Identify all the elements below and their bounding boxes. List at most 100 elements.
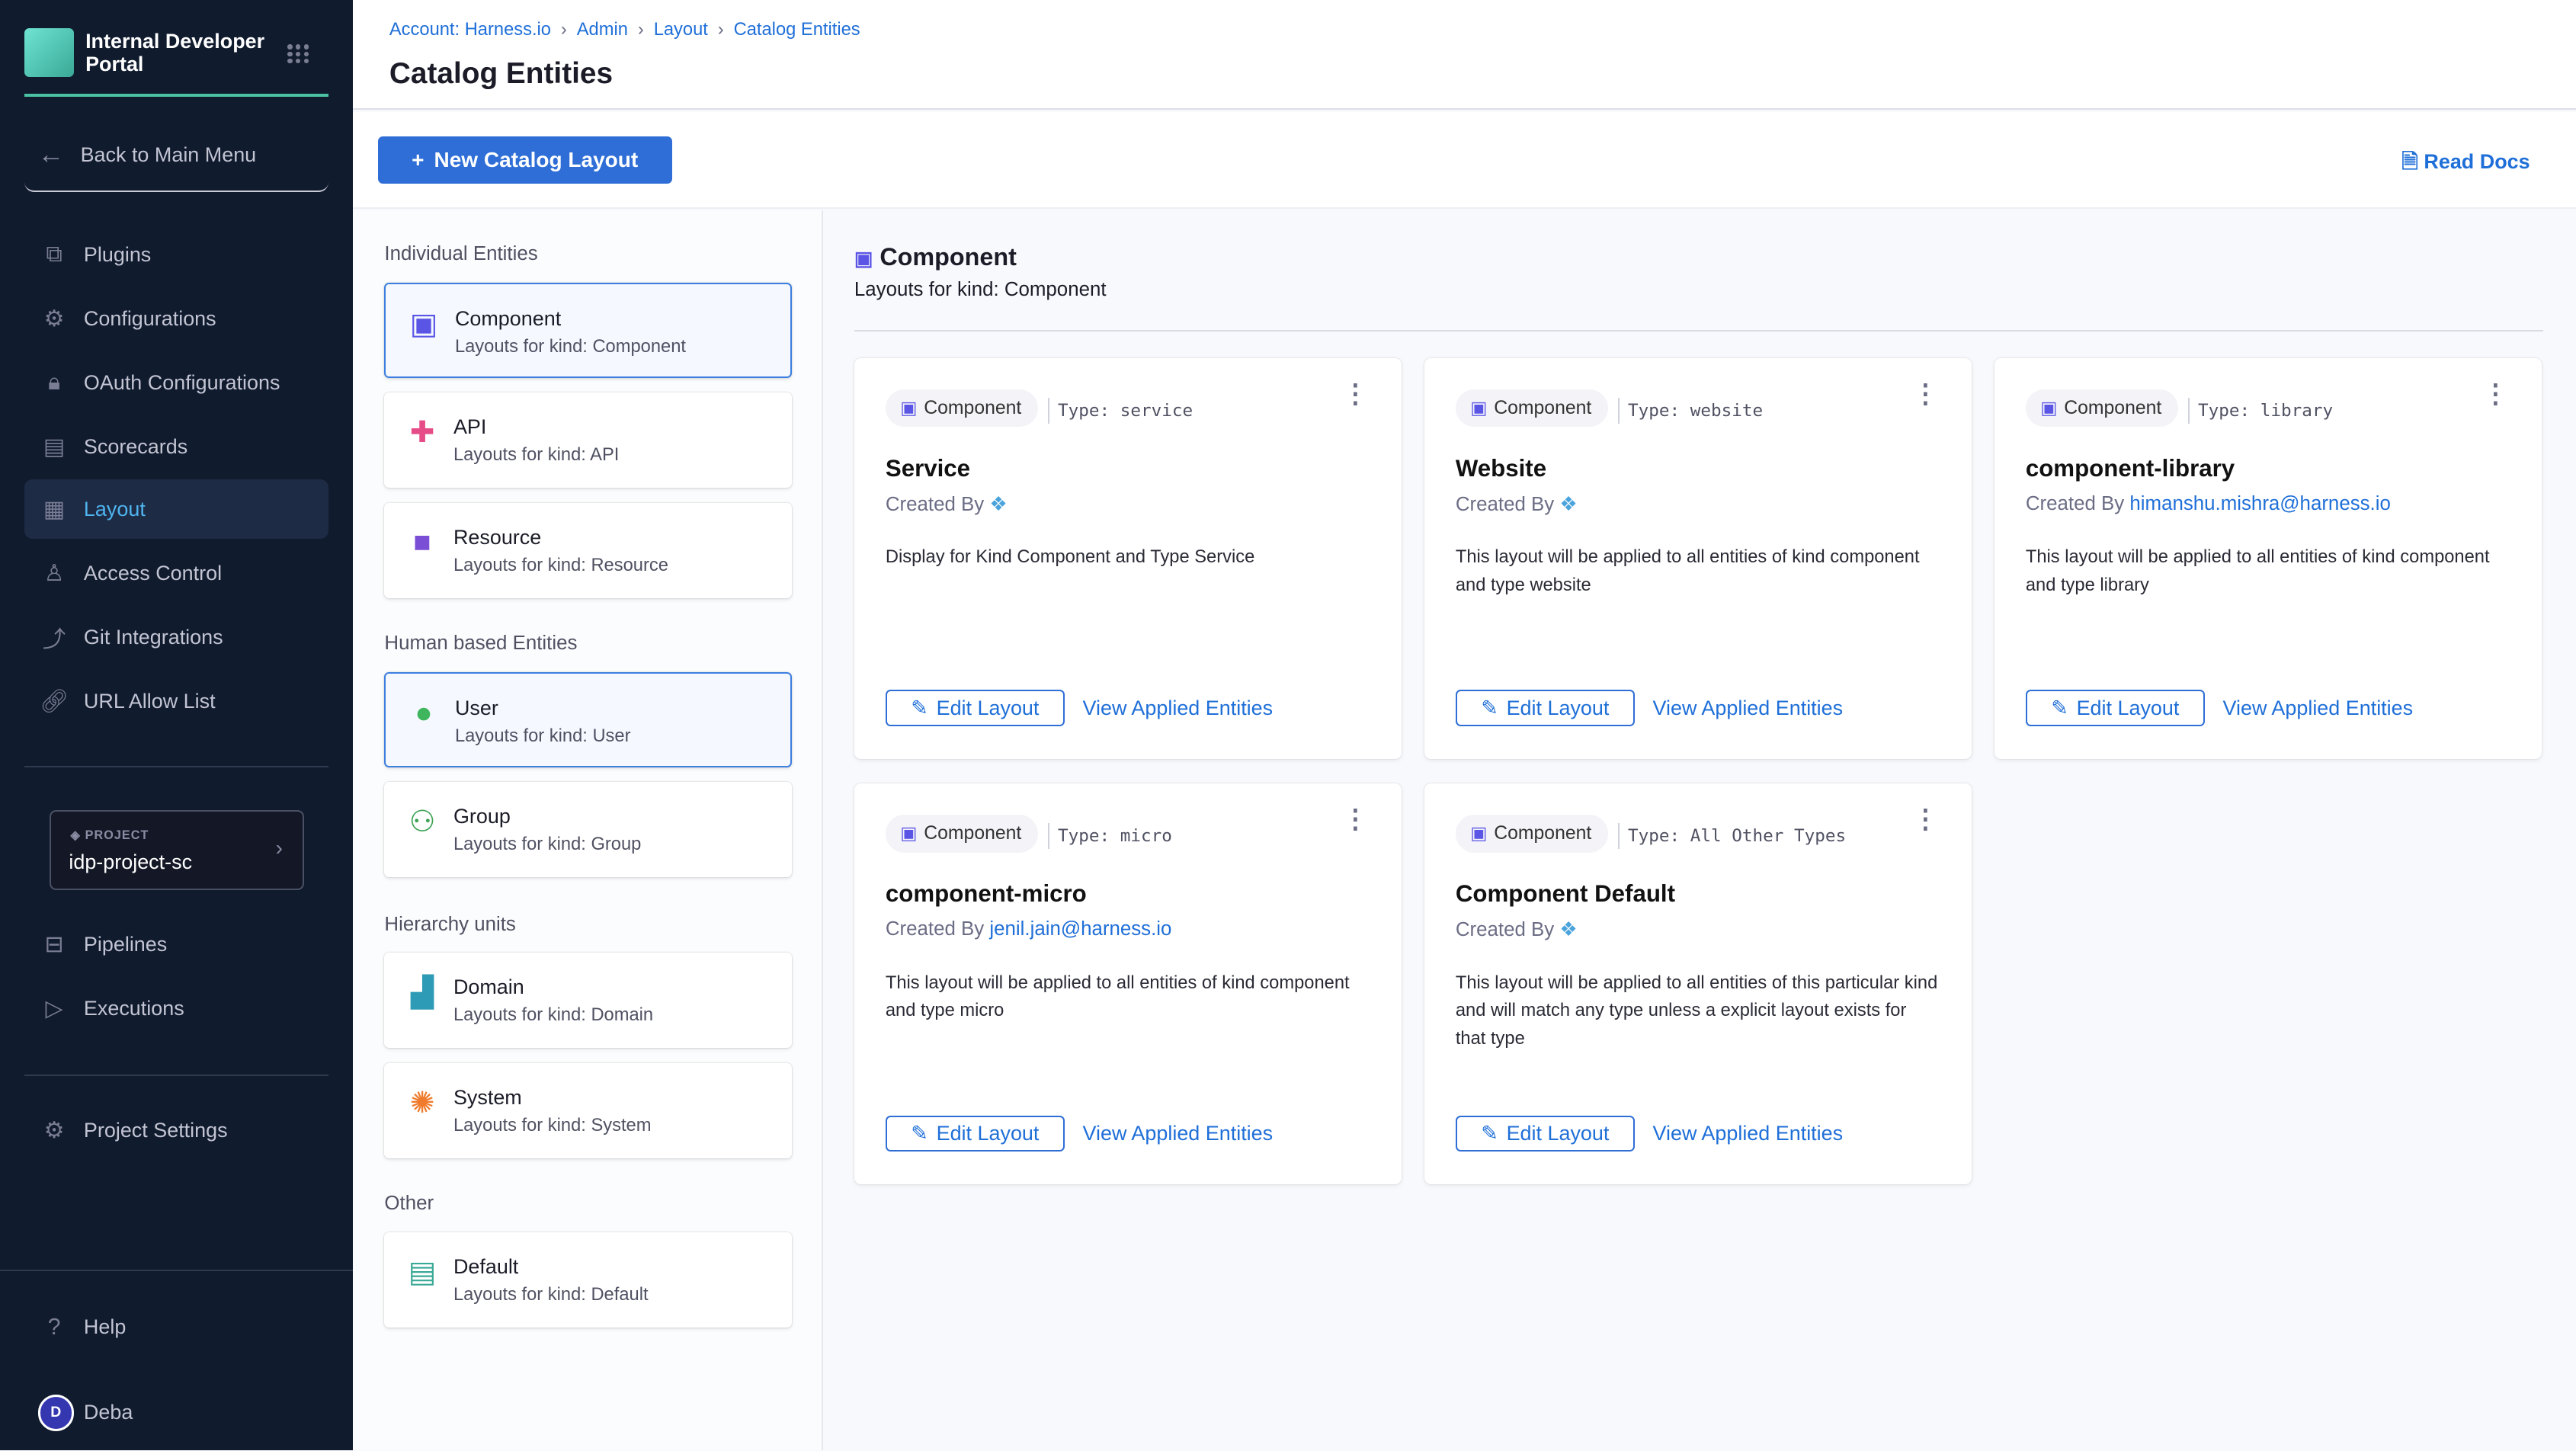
gears-icon: ⚙ [43, 306, 65, 332]
card-title: Service [885, 455, 971, 482]
card-description: Display for Kind Component and Type Serv… [885, 547, 1255, 568]
arrow-left-icon: ← [37, 140, 65, 170]
edit-layout-button[interactable]: ✎ Edit Layout [1455, 1115, 1635, 1152]
app-title: Internal Developer Portal [85, 30, 264, 75]
sidebar-item-git-integrations[interactable]: ⤴ Git Integrations [24, 608, 328, 668]
harness-logo-icon: ❖ [1559, 493, 1578, 515]
link-icon: 🔗︎ [39, 688, 69, 714]
view-applied-entities-link[interactable]: View Applied Entities [1652, 1122, 1844, 1145]
project-selector[interactable]: ◈ PROJECT idp-project-sc › [49, 809, 304, 891]
sidebar-item-pipelines[interactable]: ⊟ Pipelines [24, 915, 328, 975]
sidebar-item-oauth[interactable]: 🔒︎ OAuth Configurations [24, 353, 328, 412]
group-icon: ⚇ [409, 806, 436, 839]
sidebar-item-help[interactable]: ? Help [24, 1298, 328, 1357]
more-options-icon[interactable]: ⋮ [2482, 380, 2509, 409]
entity-system[interactable]: ✺ System Layouts for kind: System [384, 1062, 792, 1158]
breadcrumb-account[interactable]: Account: Harness.io [389, 19, 551, 40]
project-label: ◈ PROJECT [70, 828, 149, 843]
entity-component[interactable]: ▣ Component Layouts for kind: Component [384, 282, 792, 378]
lock-icon: 🔒︎ [48, 369, 61, 395]
more-options-icon[interactable]: ⋮ [1912, 805, 1939, 834]
author-link[interactable]: himanshu.mishra@harness.io [2129, 492, 2391, 514]
layout-card: ▣ Component Type: website ⋮ Website Creat… [1424, 357, 1972, 759]
read-docs-link[interactable]: 🗎︎ Read Docs [2401, 146, 2530, 181]
nav-label: Plugins [83, 242, 152, 266]
sidebar: Internal Developer Portal ← Back to Main M… [0, 0, 354, 1451]
divider [0, 1270, 354, 1272]
entity-group[interactable]: ⚇ Group Layouts for kind: Group [384, 782, 792, 878]
sidebar-item-scorecards[interactable]: ▤ Scorecards [24, 418, 328, 477]
entity-default[interactable]: ▤ Default Layouts for kind: Default [384, 1232, 792, 1328]
app-switcher-icon[interactable] [287, 44, 310, 64]
user-profile[interactable]: D Deba [24, 1383, 328, 1443]
breadcrumb-catalog-entities[interactable]: Catalog Entities [733, 19, 860, 40]
entity-api[interactable]: ✚ API Layouts for kind: API [384, 392, 792, 488]
sidebar-item-layout[interactable]: ▦ Layout [24, 479, 329, 540]
edit-layout-button[interactable]: ✎ Edit Layout [2025, 690, 2205, 726]
kind-chip: ▣ Component [2025, 389, 2178, 428]
entity-resource[interactable]: ■ Resource Layouts for kind: Resource [384, 502, 792, 598]
section-title: Individual Entities [384, 243, 538, 265]
type-label: Type: All Other Types [1618, 822, 1846, 850]
puzzle-icon: ⧉ [46, 241, 62, 267]
kind-chip: ▣ Component [885, 815, 1038, 853]
view-applied-entities-link[interactable]: View Applied Entities [1652, 696, 1844, 719]
nav-label: Help [83, 1315, 127, 1339]
app-title-line2: Portal [85, 52, 144, 75]
view-applied-entities-link[interactable]: View Applied Entities [1082, 696, 1274, 719]
divider [24, 1074, 329, 1076]
nav-label: Layout [83, 497, 146, 521]
sidebar-item-executions[interactable]: ▷ Executions [24, 979, 328, 1039]
author-link[interactable]: jenil.jain@harness.io [989, 918, 1172, 940]
more-options-icon[interactable]: ⋮ [1342, 805, 1369, 834]
nav-label: Pipelines [83, 932, 168, 956]
more-options-icon[interactable]: ⋮ [1342, 380, 1369, 409]
system-gear-icon: ✺ [409, 1086, 435, 1119]
chip-icon: ▣ [2040, 399, 2058, 419]
created-by: Created By jenil.jain@harness.io [885, 918, 1172, 940]
layout-card: ▣ Component Type: micro ⋮ component-micro… [854, 783, 1402, 1185]
sidebar-item-project-settings[interactable]: ⚙ Project Settings [24, 1100, 328, 1160]
nav-label: Executions [83, 997, 184, 1020]
sidebar-item-plugins[interactable]: ⧉ Plugins [24, 225, 328, 284]
divider [854, 330, 2543, 332]
view-applied-entities-link[interactable]: View Applied Entities [2222, 696, 2414, 719]
layout-icon: ▦ [43, 496, 66, 522]
chip-icon: ▣ [1470, 399, 1488, 419]
entity-domain[interactable]: ▟ Domain Layouts for kind: Domain [384, 953, 792, 1049]
document-icon: 🗎︎ [2401, 149, 2418, 173]
chevron-right-icon: › [275, 836, 283, 860]
page-header: Account: Harness.io › Admin › Layout › Catalog… [353, 0, 2576, 111]
sidebar-item-url-allow-list[interactable]: 🔗︎ URL Allow List [24, 672, 328, 732]
divider [24, 765, 329, 767]
puzzle-icon: ✚ [409, 416, 435, 450]
more-options-icon[interactable]: ⋮ [1912, 380, 1939, 409]
layout-card: ▣ Component Type: library ⋮ component-lib… [1994, 357, 2542, 759]
card-title: Component Default [1455, 880, 1676, 908]
card-description: This layout will be applied to all entit… [1455, 547, 1920, 596]
card-title: Website [1455, 455, 1547, 482]
breadcrumb-layout[interactable]: Layout [653, 19, 708, 40]
section-title: Human based Entities [384, 632, 578, 654]
git-icon: ⤴ [43, 627, 66, 653]
type-label: Type: micro [1048, 822, 1172, 850]
nav-label: URL Allow List [83, 689, 216, 713]
sidebar-item-configurations[interactable]: ⚙ Configurations [24, 289, 328, 348]
sidebar-item-access-control[interactable]: ♙ Access Control [24, 544, 328, 604]
scorecard-icon: ▤ [43, 434, 66, 460]
back-to-main-menu[interactable]: ← Back to Main Menu [24, 120, 329, 193]
avatar: D [37, 1395, 74, 1431]
edit-layout-button[interactable]: ✎ Edit Layout [885, 690, 1065, 726]
gear-icon: ⚙ [43, 1117, 65, 1143]
building-icon: ▟ [411, 976, 434, 1010]
execution-icon: ▷ [45, 996, 63, 1022]
new-catalog-layout-button[interactable]: + New Catalog Layout [377, 136, 672, 184]
plus-icon: + [412, 148, 425, 172]
edit-layout-button[interactable]: ✎ Edit Layout [1455, 690, 1635, 726]
entity-user[interactable]: ● User Layouts for kind: User [384, 671, 792, 767]
edit-layout-button[interactable]: ✎ Edit Layout [885, 1115, 1065, 1152]
user-name: Deba [83, 1401, 133, 1424]
view-applied-entities-link[interactable]: View Applied Entities [1082, 1122, 1274, 1145]
chip-icon: ▣ [1470, 824, 1488, 844]
breadcrumb-admin[interactable]: Admin [576, 19, 628, 40]
